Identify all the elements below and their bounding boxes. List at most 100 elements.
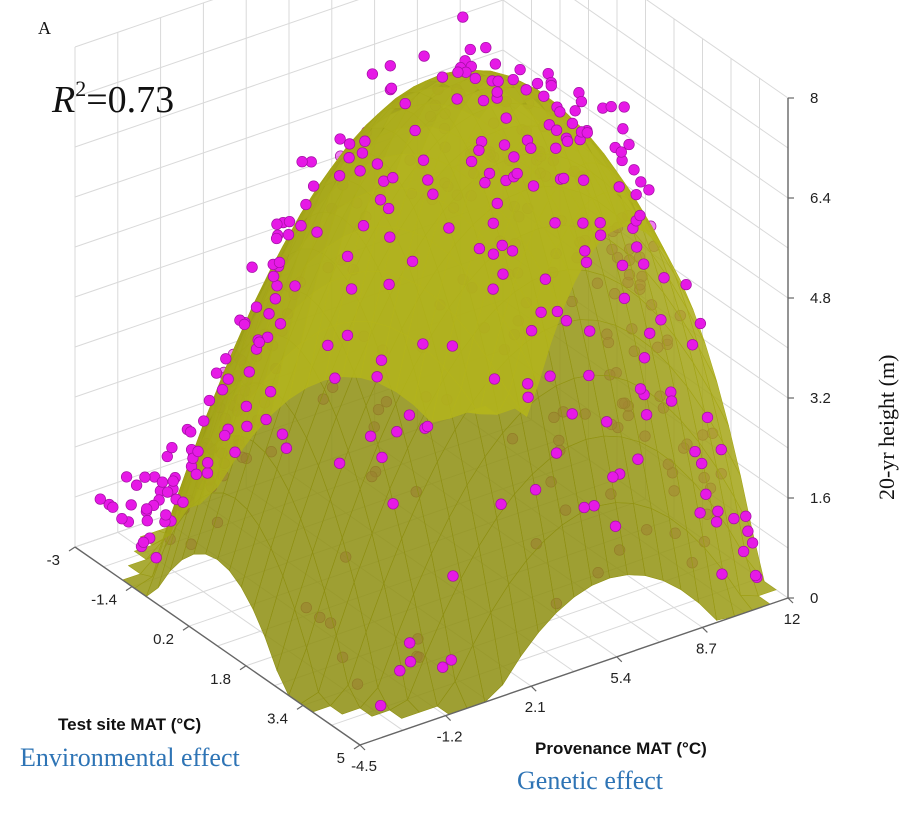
x-axis-line bbox=[74, 546, 361, 746]
data-point bbox=[728, 512, 740, 525]
data-point bbox=[451, 93, 463, 105]
data-point bbox=[609, 520, 622, 532]
data-point bbox=[566, 117, 579, 130]
data-point bbox=[655, 314, 667, 326]
back-wall-grid-line bbox=[646, 0, 789, 99]
data-point bbox=[644, 327, 656, 339]
tick-mark bbox=[701, 626, 708, 633]
data-point bbox=[487, 248, 500, 260]
data-point bbox=[354, 165, 366, 177]
data-point bbox=[387, 172, 399, 184]
data-point bbox=[631, 241, 643, 253]
tick-mark bbox=[530, 685, 537, 692]
data-point bbox=[141, 515, 153, 527]
data-point bbox=[376, 451, 388, 464]
data-point bbox=[495, 498, 507, 510]
data-point bbox=[322, 339, 334, 352]
data-point bbox=[694, 507, 706, 519]
y-tick-label: 2.1 bbox=[525, 699, 546, 716]
tick-mark bbox=[125, 586, 133, 592]
data-point bbox=[253, 336, 265, 348]
data-point bbox=[630, 188, 642, 201]
data-point bbox=[712, 505, 724, 517]
data-point bbox=[289, 280, 301, 292]
data-point bbox=[749, 569, 762, 582]
data-point bbox=[421, 420, 434, 433]
data-point bbox=[500, 112, 512, 124]
z-tick-label: 6.4 bbox=[810, 190, 831, 207]
data-point bbox=[581, 127, 593, 139]
data-point bbox=[579, 245, 591, 257]
data-point bbox=[219, 429, 231, 442]
data-point bbox=[295, 220, 307, 232]
data-point bbox=[243, 366, 255, 378]
data-point bbox=[522, 378, 534, 390]
x-tick-label: -1.4 bbox=[91, 592, 117, 609]
data-point bbox=[263, 308, 275, 320]
data-point bbox=[617, 123, 629, 135]
data-point bbox=[436, 71, 449, 83]
data-point bbox=[447, 570, 459, 582]
data-point bbox=[525, 325, 538, 337]
data-point bbox=[409, 124, 421, 137]
data-point bbox=[488, 373, 501, 385]
data-point bbox=[580, 256, 593, 268]
data-point bbox=[628, 164, 640, 176]
data-point bbox=[583, 369, 595, 382]
data-point bbox=[399, 97, 411, 110]
data-point bbox=[241, 420, 253, 433]
data-point bbox=[561, 135, 574, 147]
data-point bbox=[696, 457, 708, 470]
r-squared-annotation: R2=0.73 bbox=[51, 76, 174, 121]
r-squared-value: =0.73 bbox=[86, 79, 174, 121]
front-points bbox=[94, 11, 763, 712]
y-tick-label: 12 bbox=[784, 611, 801, 628]
data-point bbox=[489, 58, 502, 70]
data-point bbox=[345, 283, 358, 295]
data-point bbox=[506, 245, 519, 257]
data-point bbox=[116, 513, 128, 525]
y-axis-line bbox=[359, 597, 789, 746]
r-squared-superscript: 2 bbox=[75, 76, 86, 101]
data-point bbox=[382, 202, 395, 215]
data-point bbox=[280, 442, 293, 454]
data-point bbox=[520, 84, 532, 96]
data-point bbox=[329, 372, 341, 384]
data-point bbox=[120, 471, 133, 483]
data-point bbox=[643, 184, 655, 196]
data-point bbox=[457, 11, 469, 23]
y-tick-label: -1.2 bbox=[437, 729, 463, 746]
data-point bbox=[686, 339, 699, 351]
data-point bbox=[700, 488, 712, 500]
data-point bbox=[156, 476, 169, 488]
data-point bbox=[94, 493, 106, 505]
data-point bbox=[150, 552, 162, 564]
data-point bbox=[422, 174, 434, 186]
data-point bbox=[566, 408, 578, 420]
data-point bbox=[359, 135, 371, 147]
x-tick-label: 1.8 bbox=[210, 671, 231, 688]
data-point bbox=[605, 100, 617, 113]
data-point bbox=[137, 536, 150, 548]
data-point bbox=[443, 222, 455, 234]
data-point bbox=[640, 409, 653, 421]
data-point bbox=[588, 500, 600, 512]
side-wall-grid-line bbox=[74, 49, 504, 198]
back-wall-grid-line bbox=[574, 0, 789, 149]
data-point bbox=[511, 167, 523, 180]
data-point bbox=[634, 209, 646, 222]
data-point bbox=[276, 428, 289, 440]
data-point bbox=[483, 167, 496, 180]
z-tick-label: 1.6 bbox=[810, 490, 831, 507]
data-point bbox=[527, 180, 540, 192]
data-point bbox=[404, 656, 417, 668]
y-axis-title: Provenance MAT (°C) bbox=[535, 739, 707, 758]
side-wall-grid-line bbox=[74, 0, 359, 98]
data-point bbox=[618, 101, 630, 113]
data-point bbox=[383, 278, 395, 291]
data-point bbox=[130, 479, 143, 491]
data-point bbox=[557, 172, 570, 185]
z-tick-label: 4.8 bbox=[810, 290, 831, 307]
data-point bbox=[584, 325, 596, 337]
